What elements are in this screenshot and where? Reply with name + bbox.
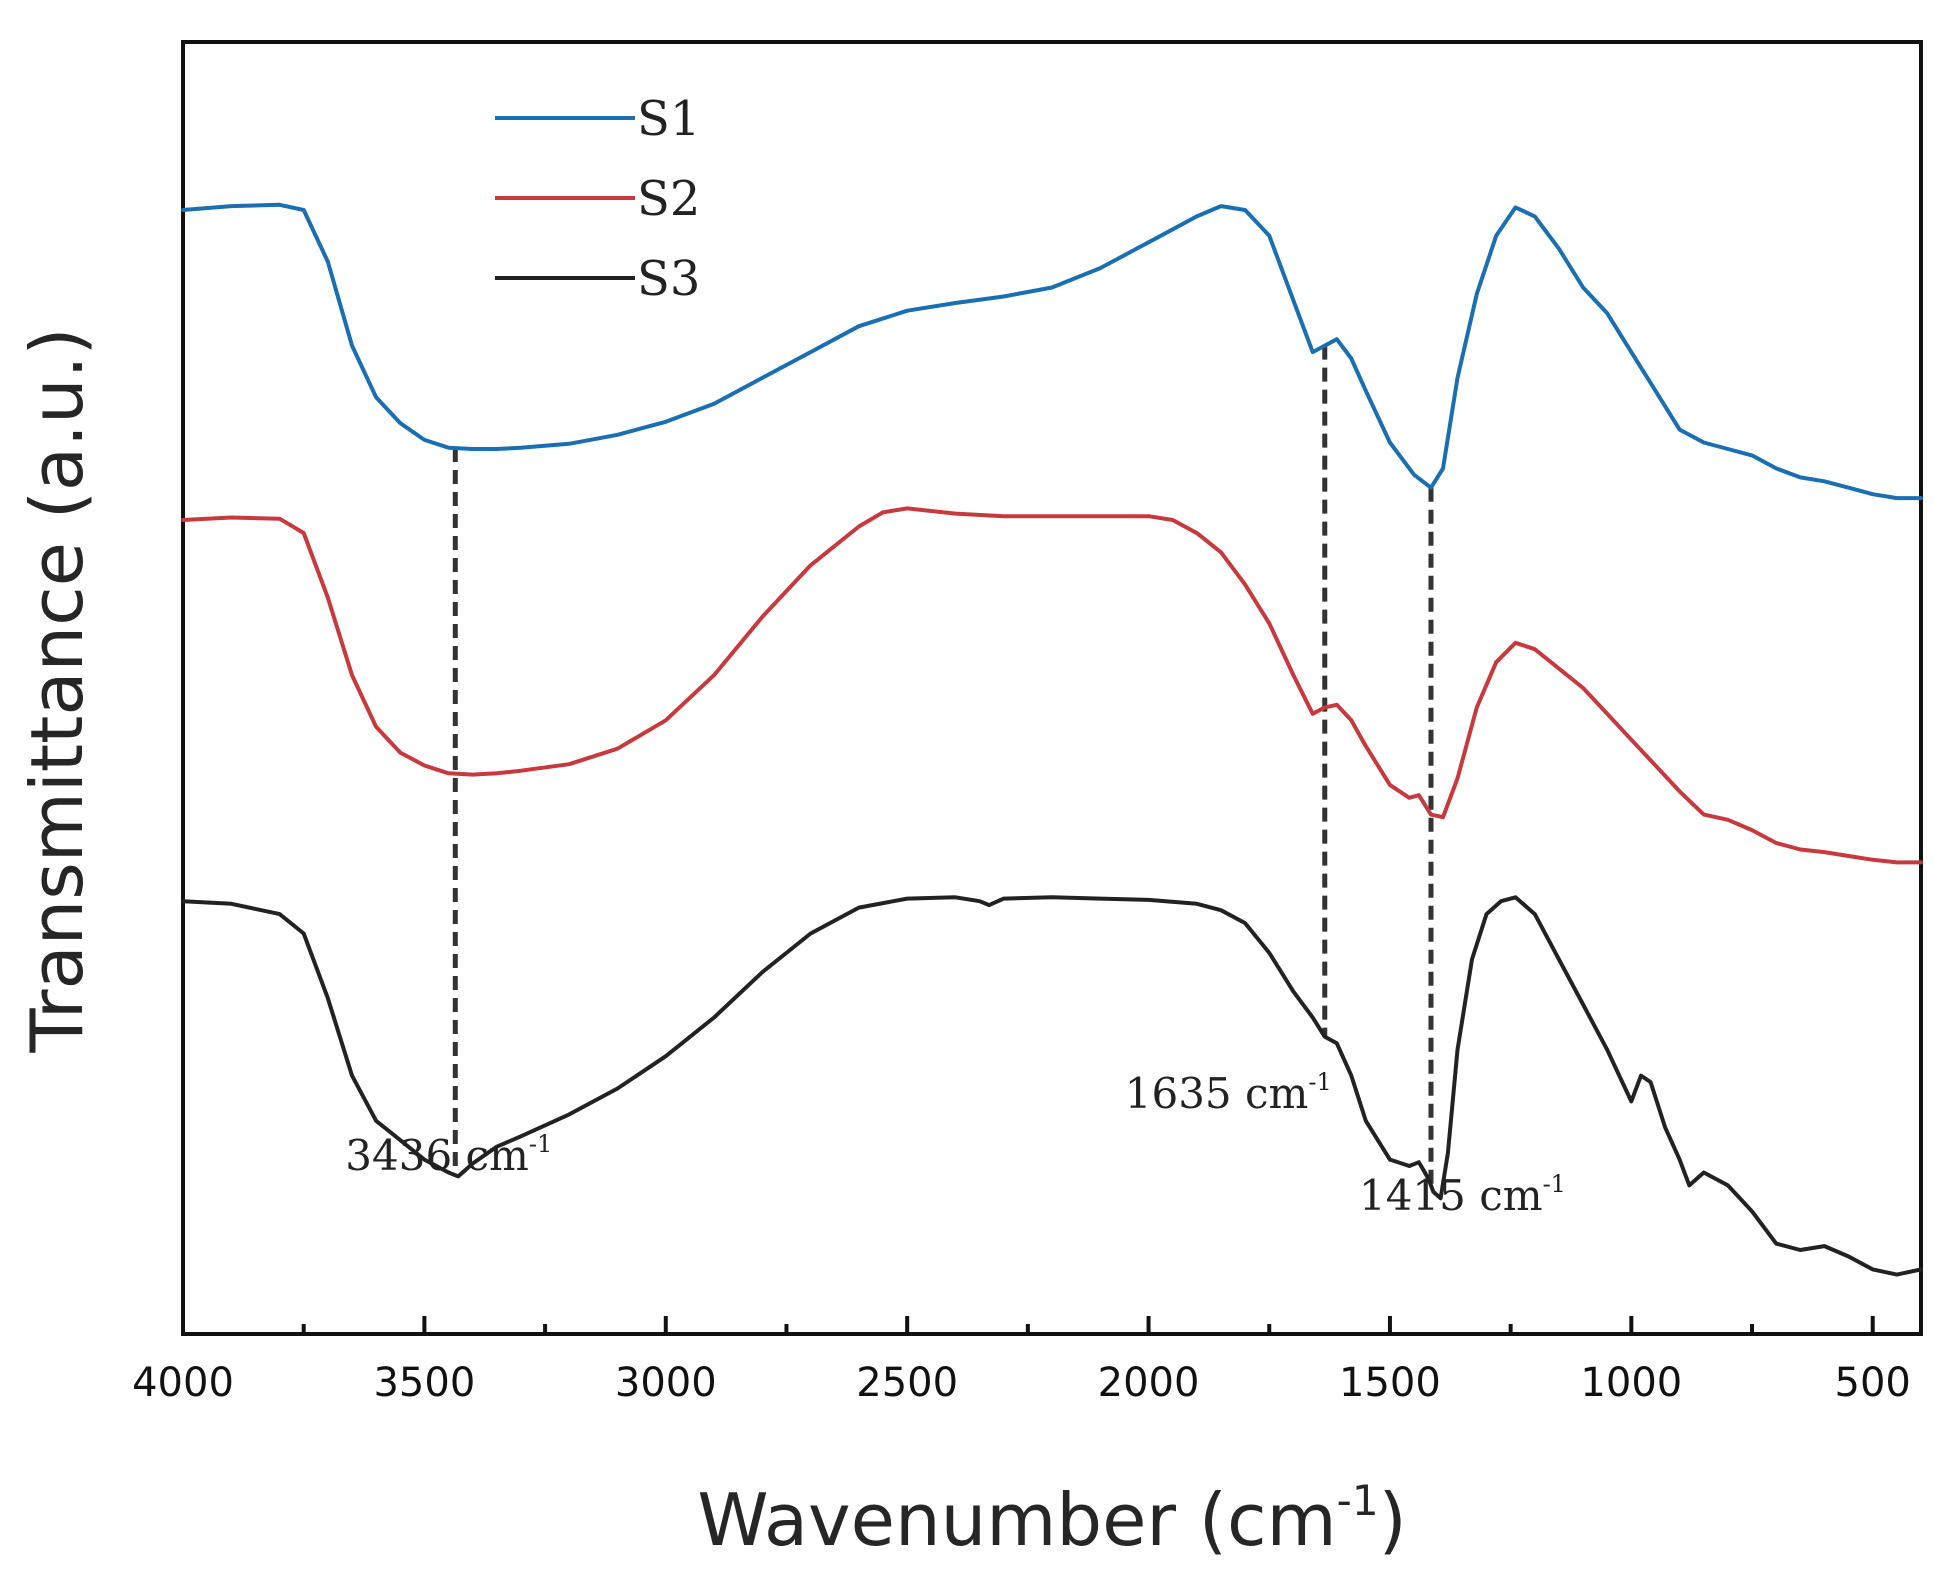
x-tick-label: 1000 xyxy=(1580,1360,1682,1406)
y-axis-title: Transmittance (a.u.) xyxy=(15,327,99,1053)
peak-label-1635: 1635 cm-1 xyxy=(1125,1068,1332,1118)
x-tick-label: 2500 xyxy=(856,1360,958,1406)
series-line-s1 xyxy=(181,202,1923,501)
peak-label-1415: 1415 cm-1 xyxy=(1359,1170,1566,1220)
x-tick-label: 3500 xyxy=(373,1360,475,1406)
series-line-s2 xyxy=(181,506,1923,865)
legend: S1 S2 S3 xyxy=(495,91,700,307)
legend-label-s2: S2 xyxy=(637,171,700,227)
x-tick-label: 3000 xyxy=(615,1360,717,1406)
series-line-s3 xyxy=(181,895,1923,1277)
peak-guide-lines xyxy=(452,345,1434,1186)
x-tick-label: 2000 xyxy=(1098,1360,1200,1406)
x-tick-label: 1500 xyxy=(1339,1360,1441,1406)
x-tick-label: 4000 xyxy=(132,1360,234,1406)
legend-label-s3: S3 xyxy=(637,251,700,307)
legend-label-s1: S1 xyxy=(637,91,700,147)
peak-annotations: 3436 cm-1 1635 cm-1 1415 cm-1 xyxy=(345,1068,1566,1220)
series-layer xyxy=(181,202,1923,1277)
x-axis-ticks: 4000 3500 3000 2500 2000 1500 1000 500 xyxy=(132,1316,1911,1406)
peak-label-3436: 3436 cm-1 xyxy=(345,1130,552,1180)
x-axis-title: Wavenumber (cm-1) xyxy=(697,1476,1406,1562)
x-tick-label: 500 xyxy=(1835,1360,1911,1406)
plot-frame xyxy=(181,40,1923,1336)
